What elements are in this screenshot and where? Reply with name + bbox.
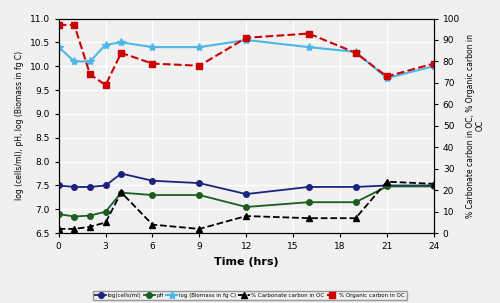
pH [87, 214, 93, 217]
log (Biomass in fg C) [102, 43, 108, 47]
% Organic carbon in OC [431, 62, 437, 65]
pH [72, 215, 78, 218]
% Carbonate carbon in OC [306, 216, 312, 220]
log (Biomass in fg C) [384, 76, 390, 80]
% Carbonate carbon in OC [150, 223, 156, 226]
log (Biomass in fg C) [56, 45, 62, 49]
log(cells/ml) [72, 185, 78, 189]
log (Biomass in fg C) [306, 45, 312, 49]
pH [431, 185, 437, 188]
% Carbonate carbon in OC [72, 227, 78, 231]
log(cells/ml) [102, 184, 108, 187]
Line: log(cells/ml): log(cells/ml) [56, 171, 436, 197]
pH [118, 191, 124, 195]
log (Biomass in fg C) [150, 45, 156, 49]
% Organic carbon in OC [384, 75, 390, 78]
% Carbonate carbon in OC [384, 180, 390, 184]
% Organic carbon in OC [352, 51, 358, 55]
Line: pH: pH [56, 184, 436, 219]
% Organic carbon in OC [118, 51, 124, 55]
pH [150, 193, 156, 197]
log(cells/ml) [150, 179, 156, 182]
pH [352, 200, 358, 204]
% Carbonate carbon in OC [352, 216, 358, 220]
% Organic carbon in OC [56, 23, 62, 27]
% Carbonate carbon in OC [56, 227, 62, 231]
% Carbonate carbon in OC [87, 225, 93, 228]
% Carbonate carbon in OC [196, 227, 202, 231]
pH [196, 193, 202, 197]
Legend: log(cells/ml), pH, log (Biomass in fg C), % Carbonate carbon in OC, % Organic ca: log(cells/ml), pH, log (Biomass in fg C)… [93, 291, 407, 300]
Y-axis label: log (cells/ml), pH, log (Biomass in fg C): log (cells/ml), pH, log (Biomass in fg C… [15, 51, 24, 200]
X-axis label: Time (hrs): Time (hrs) [214, 257, 278, 267]
log (Biomass in fg C) [87, 60, 93, 63]
pH [243, 205, 249, 209]
log (Biomass in fg C) [243, 38, 249, 42]
log (Biomass in fg C) [72, 60, 78, 63]
log (Biomass in fg C) [352, 50, 358, 54]
log(cells/ml) [384, 184, 390, 187]
log(cells/ml) [352, 185, 358, 189]
% Carbonate carbon in OC [118, 191, 124, 194]
% Organic carbon in OC [306, 32, 312, 35]
% Carbonate carbon in OC [243, 214, 249, 218]
log(cells/ml) [431, 184, 437, 187]
pH [384, 185, 390, 188]
Line: % Carbonate carbon in OC: % Carbonate carbon in OC [55, 178, 437, 232]
% Organic carbon in OC [102, 83, 108, 87]
% Organic carbon in OC [72, 23, 78, 27]
log(cells/ml) [87, 185, 93, 189]
pH [306, 200, 312, 204]
% Carbonate carbon in OC [431, 182, 437, 186]
Y-axis label: % Carbonate carbon in OC, % Organic carbon in
OC: % Carbonate carbon in OC, % Organic carb… [466, 34, 485, 218]
% Carbonate carbon in OC [102, 221, 108, 224]
pH [102, 210, 108, 214]
pH [56, 212, 62, 216]
% Organic carbon in OC [196, 64, 202, 68]
log(cells/ml) [196, 181, 202, 185]
log (Biomass in fg C) [196, 45, 202, 49]
log(cells/ml) [306, 185, 312, 189]
log(cells/ml) [243, 192, 249, 196]
log (Biomass in fg C) [431, 65, 437, 68]
% Organic carbon in OC [150, 62, 156, 65]
% Organic carbon in OC [243, 36, 249, 40]
% Organic carbon in OC [87, 72, 93, 76]
log (Biomass in fg C) [118, 41, 124, 44]
Line: % Organic carbon in OC: % Organic carbon in OC [55, 22, 437, 88]
Line: log (Biomass in fg C): log (Biomass in fg C) [54, 36, 438, 82]
log(cells/ml) [56, 184, 62, 187]
log(cells/ml) [118, 172, 124, 175]
